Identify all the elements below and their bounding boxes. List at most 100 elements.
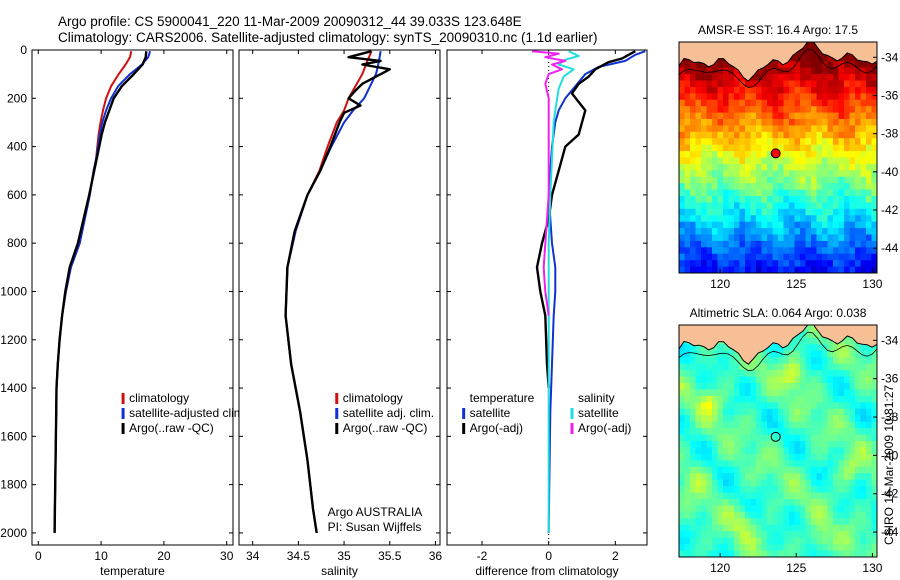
sla_map-cell [756, 537, 763, 545]
sla_map-cell [712, 402, 719, 410]
sst_map-cell [701, 202, 708, 210]
sst_map-cell [778, 119, 785, 127]
sla_map-cell [761, 357, 768, 365]
sla_map-cell [739, 395, 746, 403]
sst_map-cell [772, 125, 779, 133]
sst_map-cell [772, 196, 779, 204]
sla_map-cell [695, 524, 702, 532]
sst_map-cell [717, 74, 724, 82]
sst_map-cell [783, 202, 790, 210]
sla_map-cell [794, 550, 801, 557]
sst_map-cell [822, 215, 829, 223]
sla_map-cell [695, 344, 702, 352]
sst_map-cell [866, 266, 873, 273]
sla_map-cell [761, 486, 768, 494]
sst_map-cell [756, 163, 763, 171]
sla_map-cell [701, 408, 708, 416]
sst_map-cell [728, 228, 735, 236]
sst_map-cell [816, 170, 823, 178]
sst_map-cell [860, 176, 867, 184]
sla_map-cell [717, 428, 724, 436]
sst_map-cell [838, 183, 845, 191]
sst_map-cell [717, 93, 724, 101]
sla_map-cell [866, 544, 873, 552]
temperature-xtick-label: 30 [220, 549, 234, 563]
sla_map-cell [849, 415, 856, 423]
sst_map-cell [805, 112, 812, 120]
sst_map-cell [712, 183, 719, 191]
sla_map-cell [761, 460, 768, 468]
sla_map-cell [767, 505, 774, 513]
sst_map-cell [794, 144, 801, 152]
sst_map-cell [811, 93, 818, 101]
sst_map-cell [783, 157, 790, 165]
sla_map-cell [800, 350, 807, 358]
sla_map-cell [706, 376, 713, 384]
sla_map-cell [811, 376, 818, 384]
sst_map-cell [684, 221, 691, 229]
sla_map-cell [772, 447, 779, 455]
sla_map-cell [849, 389, 856, 397]
sla_map-cell [756, 408, 763, 416]
sst_map-cell [849, 253, 856, 261]
sst_map-cell [745, 106, 752, 114]
sst_map-cell [789, 234, 796, 242]
sla_map-cell [811, 357, 818, 365]
sla_map-cell [855, 460, 862, 468]
sla_map-cell [855, 524, 862, 532]
sla_map-cell [805, 531, 812, 539]
sla_map-cell [805, 473, 812, 481]
sst_map-cell [739, 99, 746, 107]
sla_map-cell [811, 421, 818, 429]
sst_map-cell [767, 183, 774, 191]
sla_map-cell [734, 453, 741, 461]
sla_map-cell [849, 383, 856, 391]
sst_map-cell [789, 253, 796, 261]
sla_map-cell [833, 486, 840, 494]
sst_map-cell [822, 234, 829, 242]
sla_map-cell [712, 389, 719, 397]
sla_map-cell [745, 531, 752, 539]
sst_map-cell [866, 228, 873, 236]
sla_map-cell [860, 344, 867, 352]
sla_map-cell [800, 524, 807, 532]
sst_map-cell [871, 221, 877, 229]
sst_map-cell [684, 125, 691, 133]
sla_map-cell [800, 383, 807, 391]
sst_map-cell [849, 131, 856, 139]
panel-temperature: 0 10 20 30020040060080010001200140016001800… [0, 43, 282, 578]
sla_map-cell [701, 537, 708, 545]
sla_map-cell [805, 550, 812, 557]
sst_map-cell [778, 86, 785, 94]
sst_map-cell [679, 208, 686, 216]
sla_map-cell [761, 531, 768, 539]
sla_map-cell [794, 344, 801, 352]
sst_map-cell [679, 221, 686, 229]
sla_map-cell [679, 434, 686, 442]
sla_map-cell [679, 350, 686, 358]
sla_map-cell [805, 428, 812, 436]
sst_map-cell [827, 93, 834, 101]
sla_map-cell [855, 357, 862, 365]
sla_map-cell [756, 505, 763, 513]
sst_map-cell [816, 157, 823, 165]
sst_map-cell [805, 202, 812, 210]
sst_map-cell [761, 247, 768, 255]
sla_map-cell [789, 531, 796, 539]
sst_map-cell [684, 260, 691, 268]
sla_map-cell [695, 499, 702, 507]
sst_map-cell [800, 119, 807, 127]
sla_map-cell [701, 363, 708, 371]
sst_map-cell [860, 196, 867, 204]
sst_map-cell [756, 202, 763, 210]
sst_map-cell [805, 228, 812, 236]
sla_map-cell [690, 389, 697, 397]
sla_map-cell [822, 441, 829, 449]
sla_map-cell [789, 460, 796, 468]
sla_map-cell [833, 447, 840, 455]
sla_map-cell [728, 473, 735, 481]
sst_map-cell [805, 234, 812, 242]
sst_map-cell [827, 196, 834, 204]
sst_map-cell [794, 253, 801, 261]
sst_map-cell [794, 157, 801, 165]
